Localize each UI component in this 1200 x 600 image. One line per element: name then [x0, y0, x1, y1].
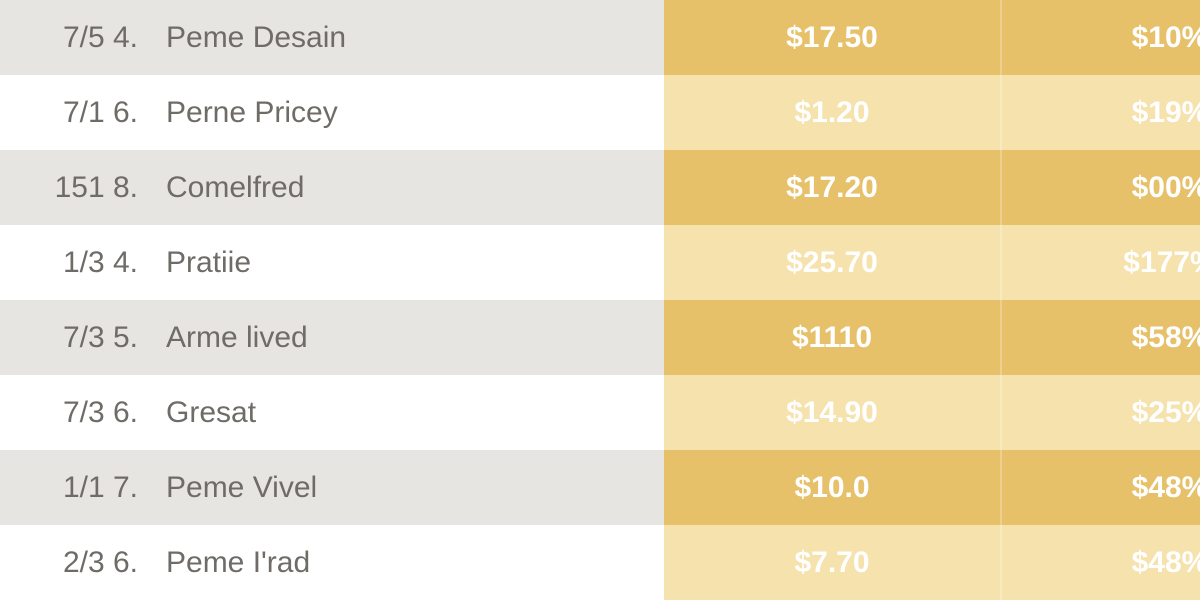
table-row: 1/1 7. Peme Vivel $10.0 $48%: [0, 450, 1200, 525]
row-amount: $17.20: [664, 150, 1001, 225]
row-amount: $1110: [664, 300, 1001, 375]
table-row: 1/3 4. Pratiie $25.70 $177%: [0, 225, 1200, 300]
row-amount: $7.70: [664, 525, 1001, 600]
row-code: 2/3 6.: [0, 525, 156, 600]
table-row: 7/3 5. Arme lived $1110 $58%: [0, 300, 1200, 375]
table-row: 7/5 4. Peme Desain $17.50 $10%: [0, 0, 1200, 75]
row-name: Peme Vivel: [156, 450, 664, 525]
row-code: 1/1 7.: [0, 450, 156, 525]
row-percent: $19%: [1001, 75, 1200, 150]
table-row: 7/3 6. Gresat $14.90 $25%: [0, 375, 1200, 450]
row-name: Peme Desain: [156, 0, 664, 75]
row-amount: $1.20: [664, 75, 1001, 150]
row-code: 7/3 5.: [0, 300, 156, 375]
row-percent: $00%: [1001, 150, 1200, 225]
table-row: 7/1 6. Perne Pricey $1.20 $19%: [0, 75, 1200, 150]
row-code: 7/5 4.: [0, 0, 156, 75]
row-percent: $25%: [1001, 375, 1200, 450]
row-name: Comelfred: [156, 150, 664, 225]
row-percent: $58%: [1001, 300, 1200, 375]
row-amount: $10.0: [664, 450, 1001, 525]
table-row: 151 8. Comelfred $17.20 $00%: [0, 150, 1200, 225]
row-code: 7/3 6.: [0, 375, 156, 450]
row-code: 151 8.: [0, 150, 156, 225]
row-name: Gresat: [156, 375, 664, 450]
row-name: Peme I'rad: [156, 525, 664, 600]
row-code: 7/1 6.: [0, 75, 156, 150]
data-table-body: 7/5 4. Peme Desain $17.50 $10% 7/1 6. Pe…: [0, 0, 1200, 600]
row-amount: $17.50: [664, 0, 1001, 75]
row-amount: $14.90: [664, 375, 1001, 450]
row-percent: $177%: [1001, 225, 1200, 300]
row-amount: $25.70: [664, 225, 1001, 300]
row-percent: $48%: [1001, 525, 1200, 600]
data-table: 7/5 4. Peme Desain $17.50 $10% 7/1 6. Pe…: [0, 0, 1200, 600]
row-percent: $10%: [1001, 0, 1200, 75]
row-name: Pratiie: [156, 225, 664, 300]
row-percent: $48%: [1001, 450, 1200, 525]
row-name: Arme lived: [156, 300, 664, 375]
table-row: 2/3 6. Peme I'rad $7.70 $48%: [0, 525, 1200, 600]
row-name: Perne Pricey: [156, 75, 664, 150]
row-code: 1/3 4.: [0, 225, 156, 300]
